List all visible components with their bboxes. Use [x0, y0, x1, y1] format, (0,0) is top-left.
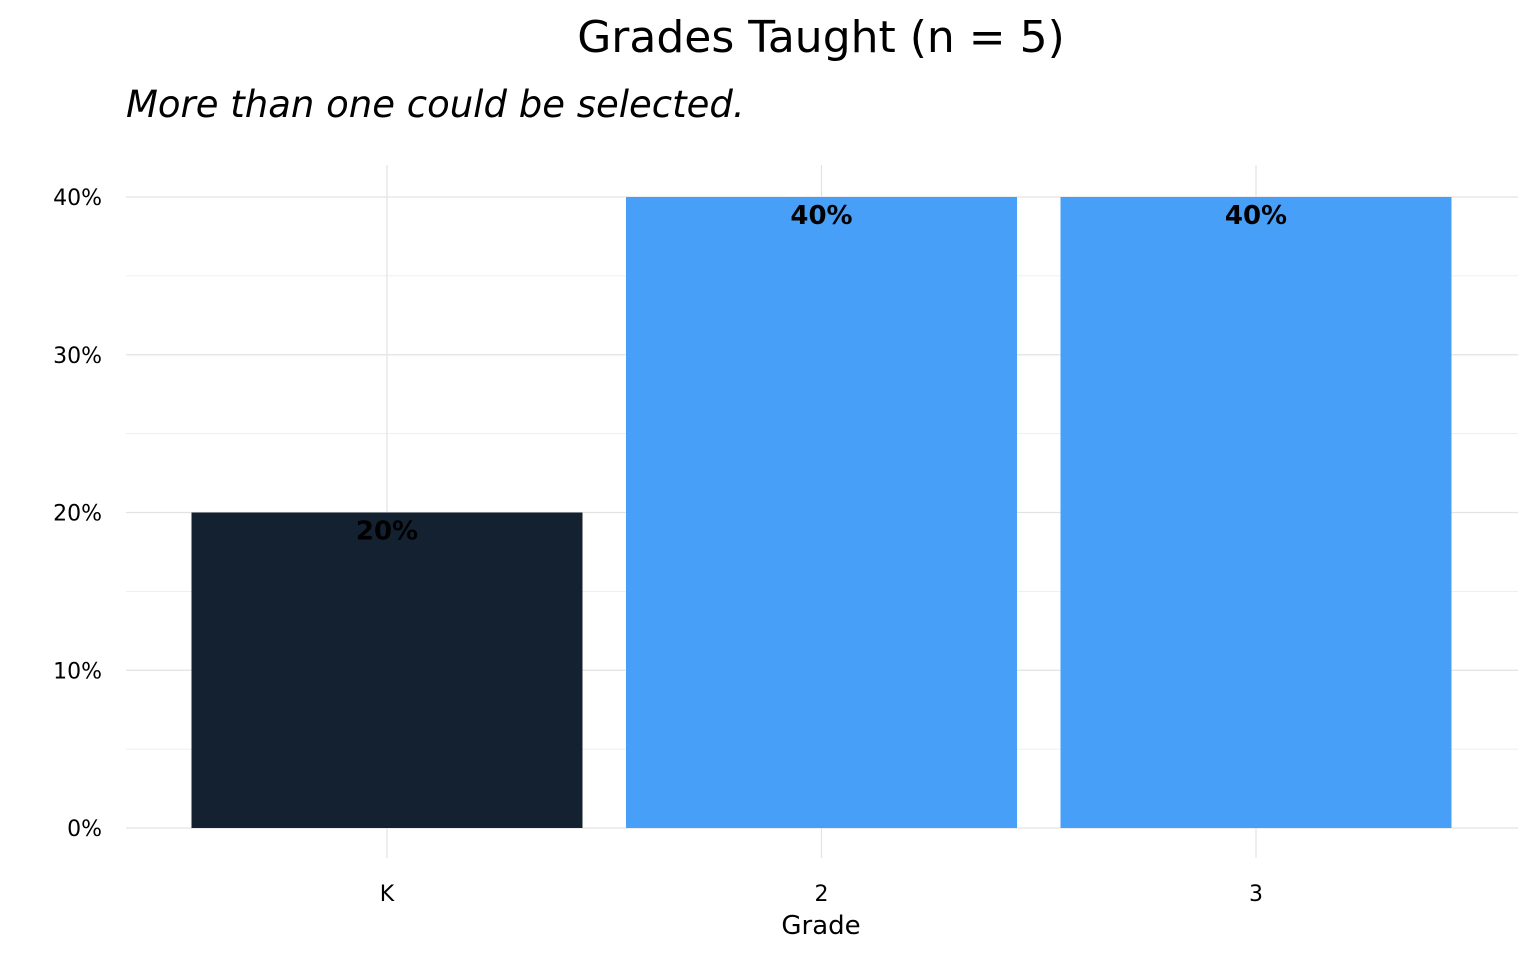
chart-subtitle: More than one could be selected.: [126, 83, 745, 126]
x-tick-label: 2: [815, 882, 829, 907]
chart-title: Grades Taught (n = 5): [577, 12, 1065, 63]
x-axis-title: Grade: [781, 911, 860, 941]
x-tick-label: 3: [1249, 882, 1263, 907]
x-axis: K 2 3: [380, 882, 1263, 907]
y-tick-label: 30%: [53, 344, 102, 369]
data-label-3: 40%: [1225, 201, 1287, 231]
y-tick-label: 0%: [67, 817, 102, 842]
y-tick-label: 40%: [53, 186, 102, 211]
data-label-K: 20%: [356, 517, 418, 547]
data-label-2: 40%: [790, 201, 852, 231]
bar-2: [626, 197, 1017, 828]
y-axis: 0% 10% 20% 30% 40%: [53, 186, 102, 842]
data-labels: 20% 40% 40%: [356, 201, 1287, 547]
bar-K: [191, 512, 583, 828]
x-tick-label: K: [380, 882, 395, 907]
bar-3: [1060, 197, 1452, 828]
y-tick-label: 20%: [53, 502, 102, 527]
bars: [191, 197, 1452, 828]
y-tick-label: 10%: [53, 659, 102, 684]
